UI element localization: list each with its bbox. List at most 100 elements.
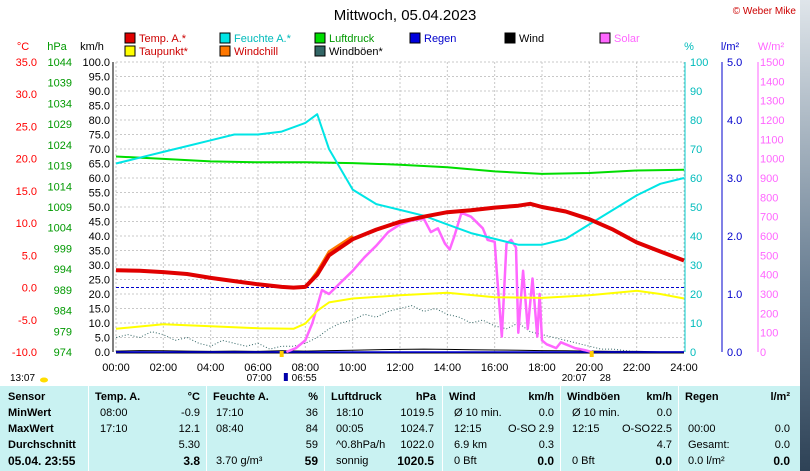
stat-cell-temp-time: 17:10	[100, 423, 128, 435]
x-tick-label: 04:00	[197, 362, 225, 374]
axis-tick-label: 100	[690, 57, 708, 69]
axis-tick-label: 10.0	[16, 218, 37, 230]
series-line	[115, 289, 685, 330]
axis-tick-label: 1024	[48, 140, 72, 152]
stat-cell-press-val: 1022.0	[400, 439, 434, 451]
axis-tick-label: 40	[690, 231, 702, 243]
axis-tick-label: 80.0	[89, 115, 110, 127]
axis-tick-label: 1200	[760, 115, 784, 127]
header-temp: Temp. A.	[95, 391, 141, 403]
axis-tick-label: 75.0	[89, 130, 110, 142]
column-divider	[206, 386, 207, 471]
axis-tick-label: 800	[760, 192, 778, 204]
stat-cell-rain-a: 0.0 l/m²	[688, 455, 725, 467]
legend-swatch	[219, 32, 231, 44]
axis-tick-label: 100	[760, 328, 778, 340]
legend-label: Temp. A.*	[139, 33, 187, 45]
x-tick-label: 06:00	[244, 362, 272, 374]
axis-tick-label: 65.0	[89, 159, 110, 171]
axis-tick-label: 1039	[48, 78, 72, 90]
stat-cell-press-time: sonnig	[336, 455, 369, 467]
axis-tick-label: 20	[690, 289, 702, 301]
legend-label: Luftdruck	[329, 33, 375, 45]
legend-swatch	[409, 32, 421, 44]
sunrise-time: 07:00	[247, 373, 272, 384]
stat-cell-label: 05.04. 23:55	[8, 454, 76, 468]
stat-cell-gust-a: 12:15	[572, 423, 600, 435]
legend-swatch	[124, 32, 136, 44]
axis-tick-label: 1034	[48, 98, 72, 110]
stat-cell-press-time: 18:10	[336, 407, 364, 419]
axis-tick-label: 979	[54, 326, 72, 338]
axis-tick-label: 5.0	[95, 333, 110, 345]
stat-cell-hum-time: 08:40	[216, 423, 244, 435]
statistics-table: Sensor Temp. A. °C Feuchte A. % Luftdruc…	[0, 386, 800, 471]
axis-unit-label: km/h	[80, 41, 104, 53]
axis-tick-label: 50	[690, 202, 702, 214]
axis-tick-label: 70.0	[89, 144, 110, 156]
axis-tick-label: 900	[760, 173, 778, 185]
x-tick-label: 14:00	[434, 362, 462, 374]
legend-swatch	[314, 45, 326, 57]
stat-cell-hum-val: 59	[305, 439, 318, 451]
sun-icon	[40, 377, 48, 383]
series-line	[115, 113, 685, 246]
axis-tick-label: 55.0	[89, 188, 110, 200]
axis-tick-label: 1009	[48, 202, 72, 214]
axis-tick-label: 100.0	[82, 57, 110, 69]
stat-cell-gust-val: 4.7	[656, 439, 672, 451]
x-tick-label: 22:00	[623, 362, 651, 374]
stat-cell-rain-val: 0.0	[773, 454, 790, 468]
header-gust: Windböen	[567, 391, 621, 403]
legend-label: Solar	[614, 33, 640, 45]
axis-tick-label: 30.0	[16, 89, 37, 101]
axis-tick-label: 20.0	[16, 154, 37, 166]
stat-cell-wind-a: 12:15	[454, 423, 482, 435]
axis-tick-label: 30.0	[89, 260, 110, 272]
stat-cell-hum-val: 59	[304, 454, 318, 468]
axis-tick-label: 15.0	[16, 186, 37, 198]
header-humidity: Feuchte A.	[213, 391, 269, 403]
series-line	[115, 201, 685, 290]
column-divider	[88, 386, 89, 471]
axis-tick-label: 70	[690, 144, 702, 156]
legend-label: Taupunkt*	[139, 46, 189, 58]
axis-tick-label: 1004	[48, 223, 72, 235]
background-photo-strip	[800, 0, 810, 471]
header-pressure-unit: hPa	[415, 391, 436, 403]
axis-tick-label: 1014	[48, 181, 72, 193]
stat-cell-rain-val: 0.0	[774, 423, 790, 435]
axis-unit-label: %	[684, 41, 694, 53]
legend-swatch	[314, 32, 326, 44]
x-tick-label: 12:00	[386, 362, 414, 374]
legend-label: Feuchte A.*	[234, 33, 292, 45]
stat-cell-wind-a: 6.9 km	[454, 439, 488, 451]
axis-tick-label: 1.0	[727, 289, 742, 301]
axis-tick-label: 15.0	[89, 304, 110, 316]
stat-cell-rain-val: 0.0	[774, 439, 790, 451]
axis-tick-label: 25.0	[89, 275, 110, 287]
x-tick-label: 16:00	[481, 362, 509, 374]
series-line	[115, 305, 684, 353]
axis-tick-label: 90	[690, 86, 702, 98]
header-rain: Regen	[685, 391, 719, 403]
axis-tick-label: 1019	[48, 161, 72, 173]
axis-tick-label: 30	[690, 260, 702, 272]
header-humidity-unit: %	[308, 391, 318, 403]
axis-tick-label: 45.0	[89, 217, 110, 229]
stat-cell-wind-a: Ø 10 min.	[454, 407, 502, 419]
axis-tick-label: 1500	[760, 57, 784, 69]
axis-unit-label: W/m²	[758, 41, 785, 53]
legend-label: Regen	[424, 33, 456, 45]
stat-cell-gust-a: Ø 10 min.	[572, 407, 620, 419]
stat-cell-temp-val: 12.1	[178, 423, 200, 435]
axis-tick-label: 5.0	[727, 57, 742, 69]
axis-tick-label: 5.0	[22, 250, 37, 262]
axis-tick-label: 300	[760, 289, 778, 301]
axis-tick-label: 3.0	[727, 173, 742, 185]
column-divider	[324, 386, 325, 471]
axis-tick-label: 0.0	[95, 347, 110, 359]
stat-cell-wind-val: 0.3	[538, 439, 554, 451]
axis-unit-label: hPa	[47, 41, 67, 53]
header-temp-unit: °C	[187, 391, 200, 403]
